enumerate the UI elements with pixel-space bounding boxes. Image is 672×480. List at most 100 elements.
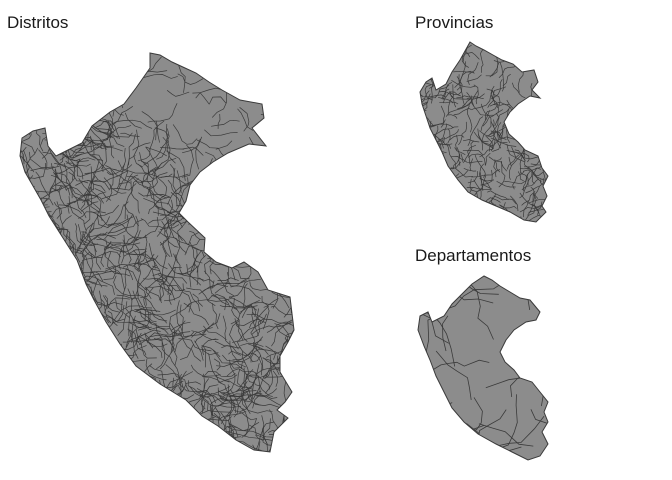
province-boundary — [485, 152, 491, 166]
district-boundary — [144, 286, 162, 304]
district-boundary — [227, 418, 257, 431]
province-boundary — [486, 88, 501, 113]
district-boundary — [99, 140, 107, 170]
province-boundary — [508, 156, 512, 180]
province-boundary — [512, 171, 525, 190]
province-boundary — [433, 126, 459, 136]
district-boundary — [179, 370, 187, 400]
province-boundary — [462, 99, 471, 107]
district-boundary — [262, 357, 280, 376]
district-boundary — [87, 171, 96, 206]
district-boundary — [239, 107, 250, 132]
district-boundary — [124, 155, 136, 182]
district-boundary — [224, 380, 253, 402]
district-boundary — [101, 178, 125, 200]
district-boundary — [176, 300, 184, 337]
province-boundary — [533, 178, 544, 201]
province-boundary — [517, 171, 524, 182]
district-boundary — [135, 294, 147, 306]
district-boundary — [211, 92, 228, 118]
district-boundary — [74, 251, 103, 288]
province-boundary — [438, 91, 457, 108]
district-boundary — [145, 146, 159, 169]
district-boundary — [129, 215, 139, 245]
district-boundary — [154, 157, 177, 171]
province-boundary — [482, 109, 503, 127]
district-boundary — [170, 217, 189, 224]
district-boundary — [124, 178, 140, 220]
district-boundary — [108, 223, 138, 240]
district-boundary — [123, 204, 140, 227]
province-boundary — [467, 171, 478, 184]
district-boundary — [141, 307, 176, 316]
district-boundary — [172, 168, 178, 207]
district-boundary — [74, 146, 103, 157]
province-boundary — [447, 84, 454, 114]
district-boundary — [201, 345, 221, 358]
province-boundary — [533, 194, 539, 215]
district-boundary — [20, 139, 26, 161]
district-boundary — [194, 340, 204, 361]
province-boundary — [511, 146, 525, 163]
district-boundary — [272, 370, 278, 387]
district-boundary — [127, 288, 133, 337]
district-boundary — [217, 277, 239, 281]
department-boundary — [514, 246, 561, 274]
district-boundary — [148, 327, 171, 331]
province-boundary — [447, 114, 458, 119]
department-boundary — [418, 308, 422, 355]
district-boundary — [183, 302, 210, 326]
province-boundary — [511, 82, 526, 99]
district-boundary — [154, 279, 176, 301]
district-boundary — [112, 267, 125, 290]
district-boundary — [157, 372, 184, 389]
district-boundary — [236, 368, 243, 401]
district-boundary — [79, 233, 91, 253]
district-boundary — [122, 262, 160, 272]
district-boundary — [83, 222, 94, 245]
province-boundary — [520, 171, 529, 186]
province-boundary — [522, 200, 529, 218]
district-boundary — [256, 388, 278, 397]
province-boundary — [480, 169, 493, 186]
province-boundary — [458, 121, 467, 146]
district-boundary — [93, 231, 108, 240]
district-boundary — [117, 308, 143, 336]
province-boundary — [487, 112, 500, 138]
district-boundary — [176, 285, 200, 312]
district-boundary — [159, 333, 175, 370]
district-boundary — [136, 279, 147, 322]
province-boundary — [470, 95, 494, 116]
province-boundary — [473, 84, 479, 105]
district-boundary — [86, 283, 123, 306]
district-boundary — [176, 220, 188, 263]
district-boundary — [148, 243, 156, 269]
district-boundary — [104, 264, 141, 272]
district-boundary — [106, 163, 126, 175]
district-boundary — [78, 178, 92, 206]
district-boundary — [220, 397, 235, 424]
province-boundary — [466, 93, 485, 100]
district-boundary — [213, 358, 221, 371]
province-boundary — [463, 140, 475, 163]
district-boundary — [212, 349, 243, 369]
district-boundary — [250, 303, 260, 336]
district-boundary — [265, 355, 279, 378]
district-boundary — [79, 270, 123, 281]
district-boundary — [164, 334, 178, 366]
province-boundary — [488, 156, 508, 172]
province-boundary — [531, 167, 538, 185]
province-boundary — [431, 81, 436, 104]
district-boundary — [134, 243, 141, 272]
district-boundary — [133, 337, 162, 343]
district-boundary — [243, 367, 254, 390]
district-boundary — [50, 163, 57, 192]
province-boundary — [433, 134, 444, 149]
department-boundary — [469, 283, 494, 340]
district-boundary — [247, 441, 261, 452]
province-boundary — [457, 90, 479, 110]
district-boundary — [151, 169, 168, 199]
district-boundary — [224, 280, 247, 285]
district-boundary — [66, 179, 99, 205]
district-boundary — [203, 270, 229, 306]
